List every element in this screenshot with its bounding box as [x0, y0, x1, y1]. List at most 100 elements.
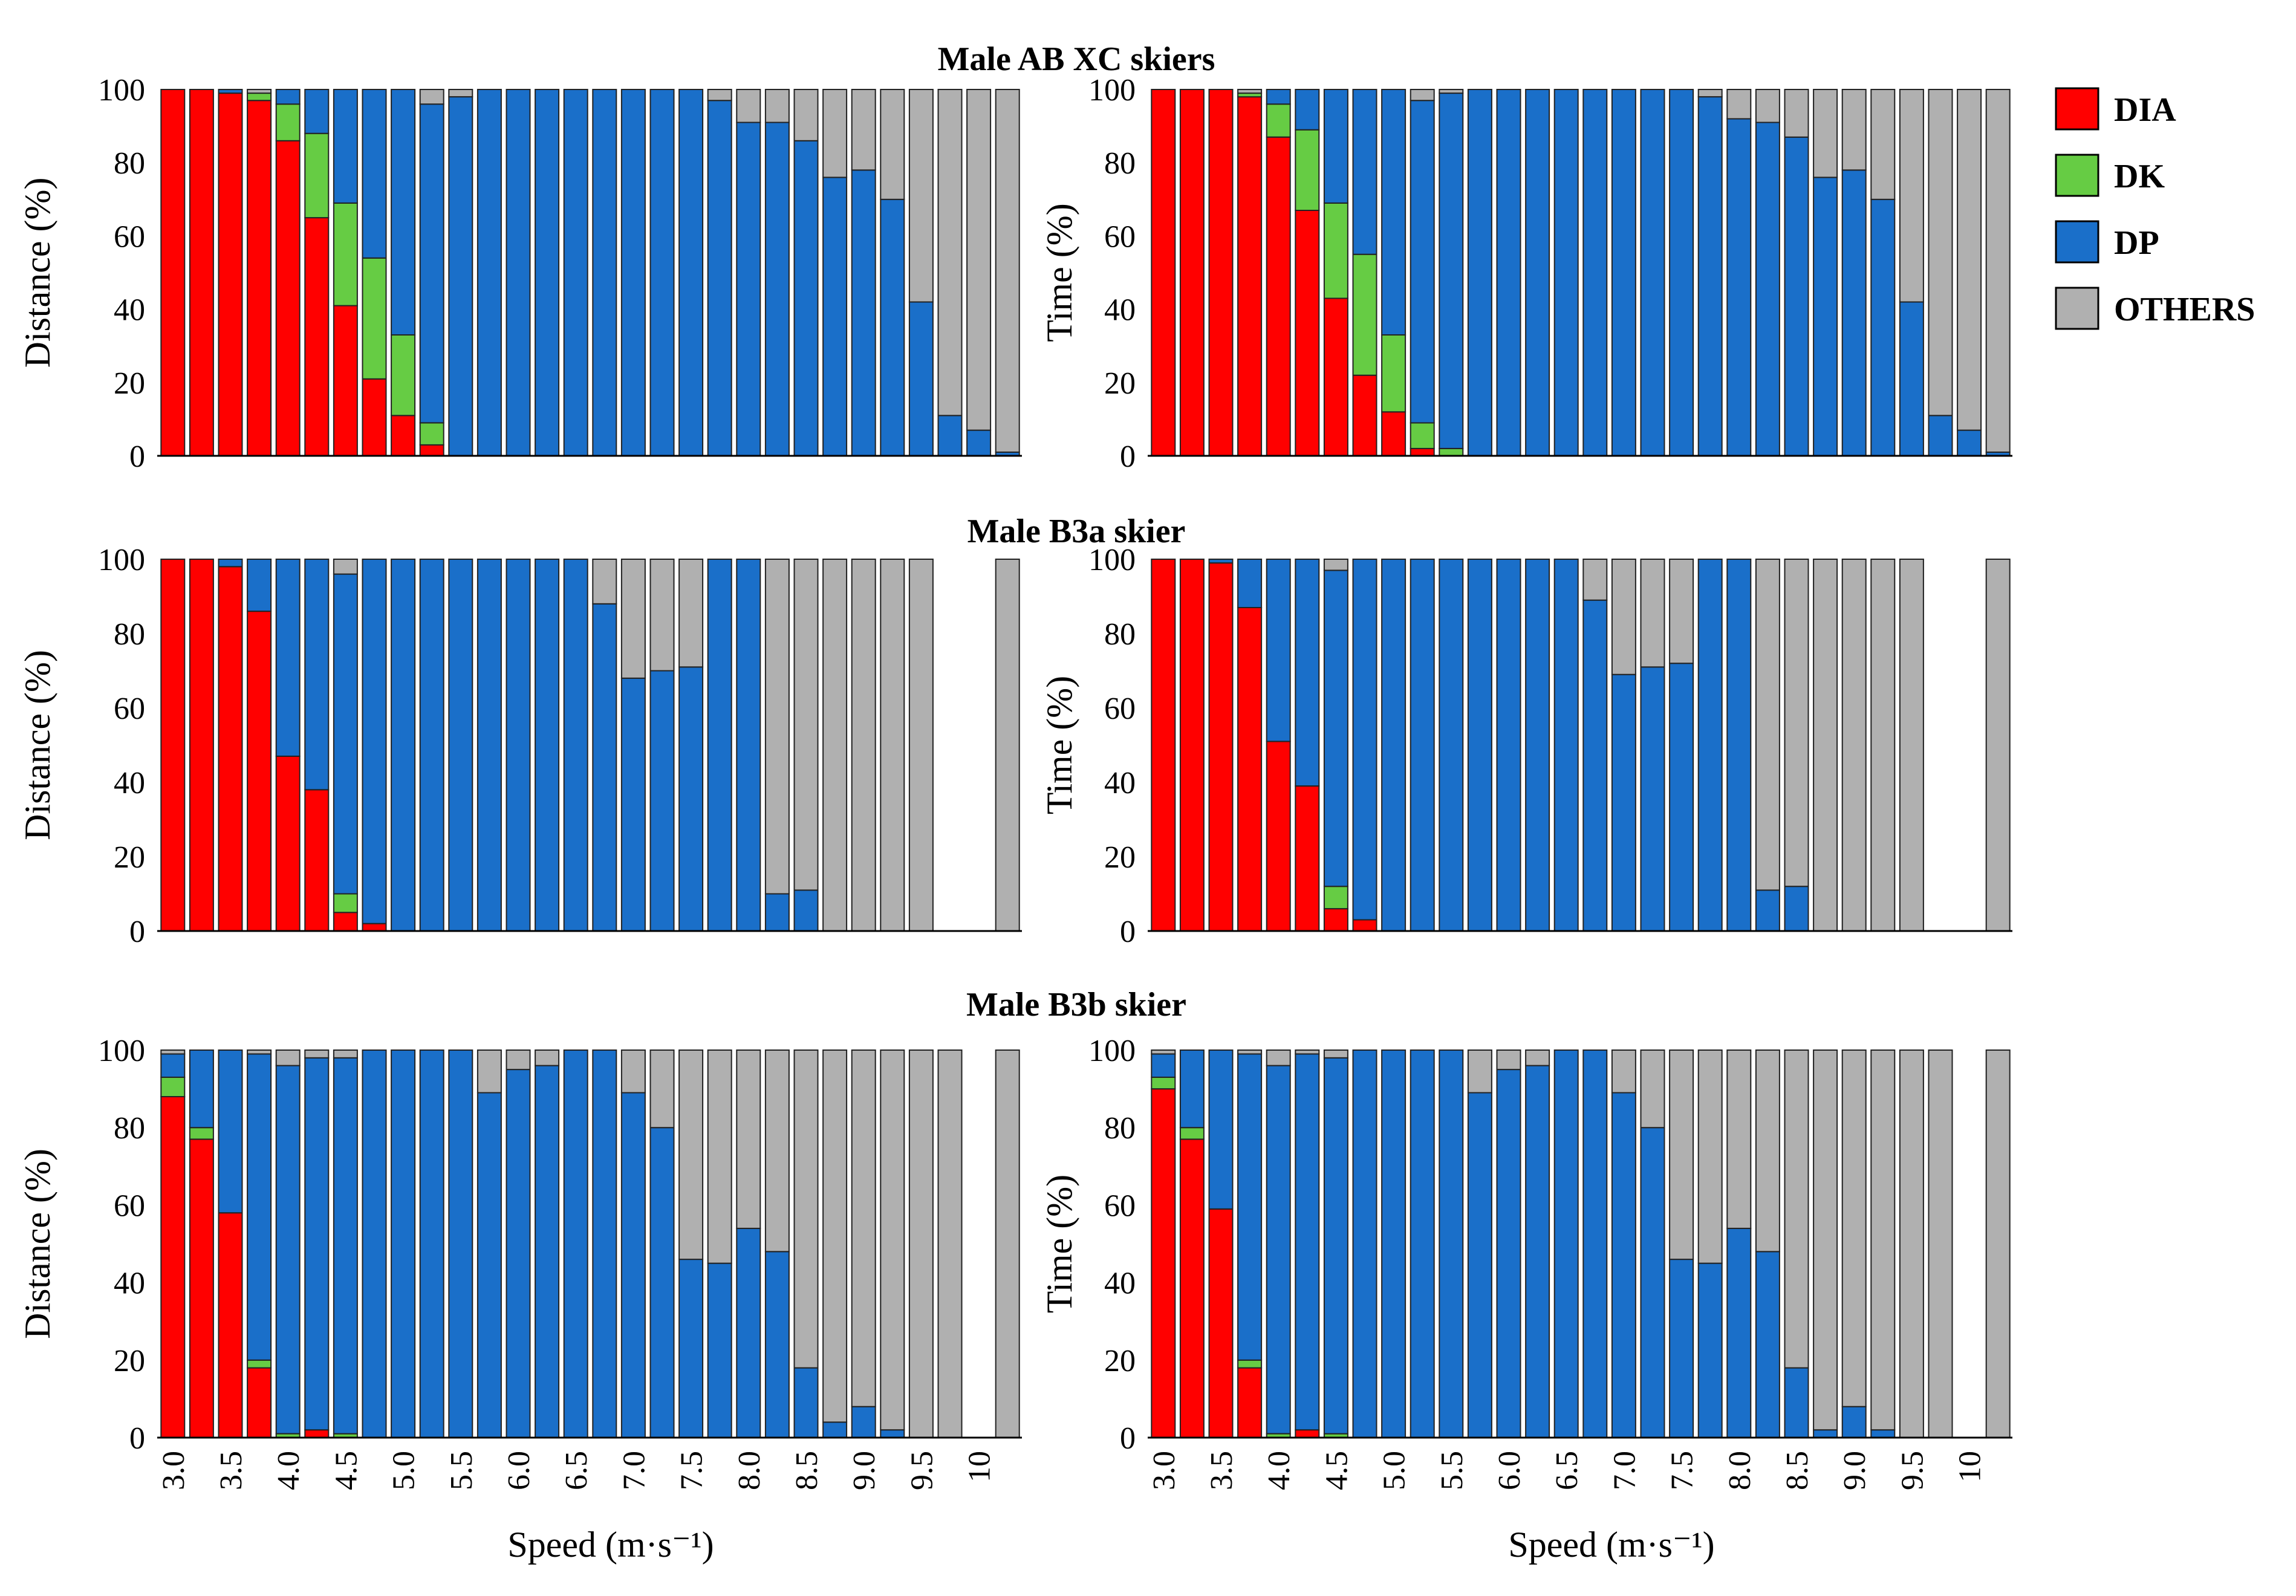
x-tick-label-6.0: 6.0 — [1492, 1451, 1527, 1490]
bar-dp-8.25 — [1784, 1367, 1809, 1439]
bar-others-6.75 — [1611, 559, 1636, 675]
bar-dp-6 — [535, 559, 560, 932]
bar-others-6 — [1525, 1049, 1550, 1066]
bar-others-8.25 — [1784, 559, 1809, 887]
bar-dp-6.75 — [620, 89, 646, 456]
bar-dk-4 — [1295, 129, 1320, 211]
bar-others-7.5 — [1697, 89, 1723, 98]
bar-dia-3 — [189, 559, 214, 932]
bar-dp-8 — [1755, 1251, 1780, 1439]
y-tick-label-80: 80 — [114, 1111, 145, 1146]
y-tick-label-60: 60 — [1104, 692, 1136, 726]
bar-dia-3.5 — [247, 1367, 272, 1439]
bar-dia-3.75 — [1266, 136, 1291, 457]
bar-dia-3 — [1179, 559, 1205, 932]
x-tick-label-3.5: 3.5 — [214, 1451, 249, 1490]
bar-others-7.75 — [736, 89, 761, 123]
bar-dia-2.75 — [160, 89, 186, 456]
x-tick-label-5.0: 5.0 — [1377, 1451, 1412, 1490]
bar-dk-5.25 — [1439, 447, 1464, 457]
bar-others-6.5 — [1582, 559, 1608, 601]
bar-dk-3.5 — [247, 1359, 272, 1369]
bar-others-9.75 — [966, 89, 992, 431]
bar-dp-6 — [1525, 559, 1550, 932]
bar-others-5 — [419, 89, 444, 105]
bar-dia-4 — [1295, 1429, 1320, 1438]
bar-dia-4 — [1295, 785, 1320, 932]
y-axis-title: Distance (%) — [18, 178, 57, 368]
bar-others-8.25 — [793, 1049, 819, 1369]
x-tick-label-7.0: 7.0 — [617, 1451, 651, 1490]
bar-dp-3 — [189, 1049, 214, 1129]
bar-dp-4 — [304, 1057, 330, 1431]
y-tick-label-80: 80 — [114, 146, 145, 181]
bar-dp-7.25 — [678, 666, 704, 932]
x-tick-label-9.0: 9.0 — [847, 1451, 882, 1490]
bar-others-8.25 — [1784, 1049, 1809, 1369]
bar-dp-9 — [1870, 1429, 1896, 1438]
bar-dp-7.75 — [1726, 559, 1752, 932]
x-tick-label-5.5: 5.5 — [444, 1451, 479, 1490]
bar-dp-4.75 — [1381, 89, 1407, 336]
bar-others-4.25 — [1323, 1049, 1348, 1059]
bar-dia-4 — [1295, 210, 1320, 456]
bar-dp-5.5 — [1467, 1092, 1492, 1438]
bar-dia-3.5 — [1237, 1367, 1263, 1439]
bar-others-9 — [1870, 559, 1896, 932]
bar-dk-3.75 — [1266, 103, 1291, 138]
x-tick-label-10: 10 — [1953, 1451, 1988, 1482]
x-tick-label-9.5: 9.5 — [1895, 1451, 1930, 1490]
x-tick-label-4.0: 4.0 — [1262, 1451, 1296, 1490]
bar-dp-8.5 — [822, 177, 848, 456]
bar-others-5.25 — [448, 89, 473, 98]
row-title-b3a: Male B3a skier — [968, 513, 1186, 550]
bar-dia-3.5 — [247, 611, 272, 932]
bar-dia-3.75 — [275, 756, 301, 932]
x-tick-label-6.5: 6.5 — [1550, 1451, 1584, 1490]
bar-dp-3.75 — [275, 559, 301, 757]
y-tick-label-100: 100 — [98, 1034, 145, 1068]
bar-dp-3.25 — [1208, 1049, 1234, 1210]
bar-dp-6.75 — [1611, 1092, 1636, 1438]
bar-dp-7.25 — [1669, 663, 1694, 932]
bar-dia-5 — [1410, 447, 1435, 457]
bar-others-6.75 — [1611, 1049, 1636, 1094]
bar-others-8 — [764, 559, 790, 895]
row-title-ab: Male AB XC skiers — [938, 41, 1215, 78]
bar-dp-8 — [1755, 122, 1780, 456]
bar-others-9.5 — [1928, 89, 1953, 417]
x-tick-label-8.5: 8.5 — [1780, 1451, 1815, 1490]
bar-dp-4 — [1295, 559, 1320, 787]
bar-others-7.25 — [678, 1049, 704, 1260]
y-tick-label-80: 80 — [1104, 617, 1136, 652]
y-axis-title: Time (%) — [1039, 1175, 1079, 1313]
bar-dia-3.5 — [247, 100, 272, 456]
bar-dp-5 — [1410, 100, 1435, 424]
bar-others-2.75 — [160, 1049, 186, 1055]
bar-dk-4.25 — [333, 202, 358, 307]
bar-others-7 — [649, 1049, 675, 1129]
panel-2-distance: 0 20 40 60 80 100 Distance (%) — [18, 543, 1022, 949]
bar-dp-7.25 — [678, 1259, 704, 1439]
bar-dp-9.25 — [1899, 301, 1924, 456]
bar-dp-3.5 — [247, 1053, 272, 1361]
bar-dk-3 — [1179, 1127, 1205, 1140]
bar-others-10 — [1985, 1049, 2011, 1438]
bar-dp-5.75 — [506, 559, 531, 932]
y-tick-label-100: 100 — [98, 543, 145, 577]
bar-dp-7.75 — [736, 122, 761, 456]
bar-others-7.25 — [1669, 559, 1694, 664]
bar-dp-3.5 — [1237, 559, 1263, 608]
bar-dia-3.5 — [1237, 607, 1263, 932]
bar-dp-7.5 — [707, 1262, 732, 1439]
bar-dp-5.75 — [1496, 89, 1521, 456]
bar-dp-6.75 — [620, 1092, 646, 1438]
bar-dia-3.25 — [218, 1212, 243, 1438]
bar-dp-7.5 — [707, 559, 732, 932]
bar-dp-7 — [649, 1127, 675, 1438]
bar-dk-2.75 — [160, 1076, 186, 1098]
y-tick-label-20: 20 — [114, 840, 145, 875]
bar-dp-4.25 — [1323, 89, 1348, 204]
bar-dp-6.5 — [592, 603, 617, 932]
